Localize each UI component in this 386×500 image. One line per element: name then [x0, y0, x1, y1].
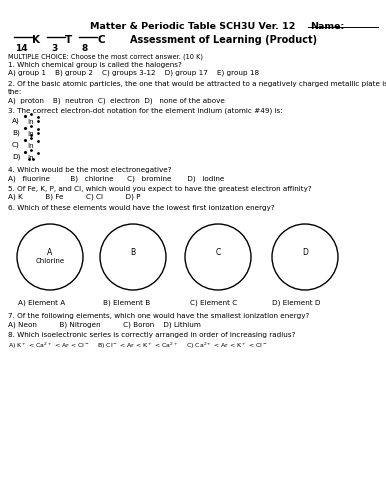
- Text: Name:: Name:: [310, 22, 344, 31]
- Text: 5. Of Fe, K, P, and Cl, which would you expect to have the greatest electron aff: 5. Of Fe, K, P, and Cl, which would you …: [8, 186, 312, 192]
- Text: A) K          B) Fe          C) Cl          D) P: A) K B) Fe C) Cl D) P: [8, 194, 141, 200]
- Text: Matter & Periodic Table SCH3U Ver. 12: Matter & Periodic Table SCH3U Ver. 12: [90, 22, 296, 31]
- Text: 8. Which isoelectronic series is correctly arranged in order of increasing radiu: 8. Which isoelectronic series is correct…: [8, 332, 296, 338]
- Text: 8: 8: [82, 44, 88, 53]
- Text: In: In: [27, 131, 34, 137]
- Text: In: In: [27, 119, 34, 125]
- Text: T: T: [65, 35, 72, 45]
- Text: C) Element C: C) Element C: [190, 300, 237, 306]
- Text: In: In: [27, 143, 34, 149]
- Text: D): D): [12, 154, 20, 160]
- Text: 3: 3: [51, 44, 57, 53]
- Text: C): C): [12, 142, 20, 148]
- Text: A)  proton    B)  neutron  C)  electron  D)   none of the above: A) proton B) neutron C) electron D) none…: [8, 97, 225, 103]
- Text: A: A: [47, 248, 52, 257]
- Text: D: D: [302, 248, 308, 257]
- Text: B: B: [130, 248, 135, 257]
- Text: 14: 14: [15, 44, 28, 53]
- Text: B) Element B: B) Element B: [103, 300, 150, 306]
- Text: 6. Which of these elements would have the lowest first ionization energy?: 6. Which of these elements would have th…: [8, 205, 275, 211]
- Text: C: C: [97, 35, 105, 45]
- Text: A): A): [12, 118, 20, 124]
- Text: B): B): [12, 130, 20, 136]
- Text: 3. The correct electron-dot notation for the element indium (atomic #49) is:: 3. The correct electron-dot notation for…: [8, 108, 283, 114]
- Text: 4. Which would be the most electronegative?: 4. Which would be the most electronegati…: [8, 167, 172, 173]
- Text: A)   fluorine         B)   chlorine      C)   bromine       D)   iodine: A) fluorine B) chlorine C) bromine D) io…: [8, 175, 224, 182]
- Text: 7. Of the following elements, which one would have the smallest ionization energ: 7. Of the following elements, which one …: [8, 313, 309, 319]
- Text: A) K$^+$ < Ca$^{2+}$ < Ar < Cl$^-$    B) Cl$^-$ < Ar < K$^+$ < Ca$^{2+}$    C) C: A) K$^+$ < Ca$^{2+}$ < Ar < Cl$^-$ B) Cl…: [8, 341, 268, 351]
- Text: MULTIPLE CHOICE: Choose the most correct answer. (10 K): MULTIPLE CHOICE: Choose the most correct…: [8, 54, 203, 60]
- Text: K: K: [32, 35, 40, 45]
- Text: 2. Of the basic atomic particles, the one that would be attracted to a negativel: 2. Of the basic atomic particles, the on…: [8, 81, 386, 87]
- Text: A) Element A: A) Element A: [18, 300, 65, 306]
- Text: C: C: [215, 248, 221, 257]
- Text: the:: the:: [8, 89, 22, 95]
- Text: In: In: [27, 155, 34, 161]
- Text: D) Element D: D) Element D: [272, 300, 320, 306]
- Text: A) Neon          B) Nitrogen          C) Boron    D) Lithium: A) Neon B) Nitrogen C) Boron D) Lithium: [8, 321, 201, 328]
- Text: 1. Which chemical group is called the halogens?: 1. Which chemical group is called the ha…: [8, 62, 182, 68]
- Text: A) group 1    B) group 2    C) groups 3-12    D) group 17    E) group 18: A) group 1 B) group 2 C) groups 3-12 D) …: [8, 70, 259, 76]
- Text: Chlorine: Chlorine: [36, 258, 64, 264]
- Text: Assessment of Learning (Product): Assessment of Learning (Product): [130, 35, 317, 45]
